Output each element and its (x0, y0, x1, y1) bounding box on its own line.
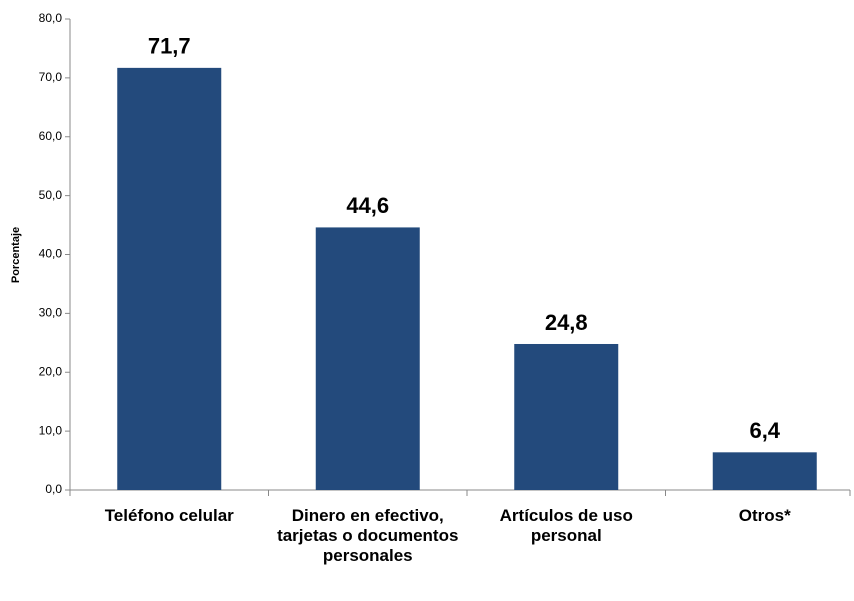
x-tick-label: Artículos de uso personal (499, 506, 633, 545)
y-tick-label: 70,0 (39, 70, 63, 84)
y-tick-label: 30,0 (39, 306, 63, 320)
x-tick-label: Dinero en efectivo, tarjetas o documento… (277, 506, 459, 565)
y-tick-label: 20,0 (39, 364, 63, 378)
y-tick-label: 40,0 (39, 247, 63, 261)
y-tick-label: 10,0 (39, 423, 63, 437)
x-tick-label: Teléfono celular (104, 506, 234, 525)
y-tick-label: 80,0 (39, 11, 63, 25)
value-label: 71,7 (148, 34, 191, 59)
bar (514, 343, 619, 490)
y-tick-label: 60,0 (39, 129, 63, 143)
value-label: 6,4 (749, 418, 780, 443)
bar (712, 452, 817, 490)
value-label: 24,8 (545, 310, 588, 335)
y-tick-label: 0,0 (45, 482, 62, 496)
y-tick-label: 50,0 (39, 188, 63, 202)
bar (117, 67, 222, 491)
value-label: 44,6 (346, 193, 389, 218)
x-tick-label: Otros* (738, 506, 791, 525)
bar (315, 227, 420, 491)
y-axis-label: Porcentaje (10, 227, 22, 283)
